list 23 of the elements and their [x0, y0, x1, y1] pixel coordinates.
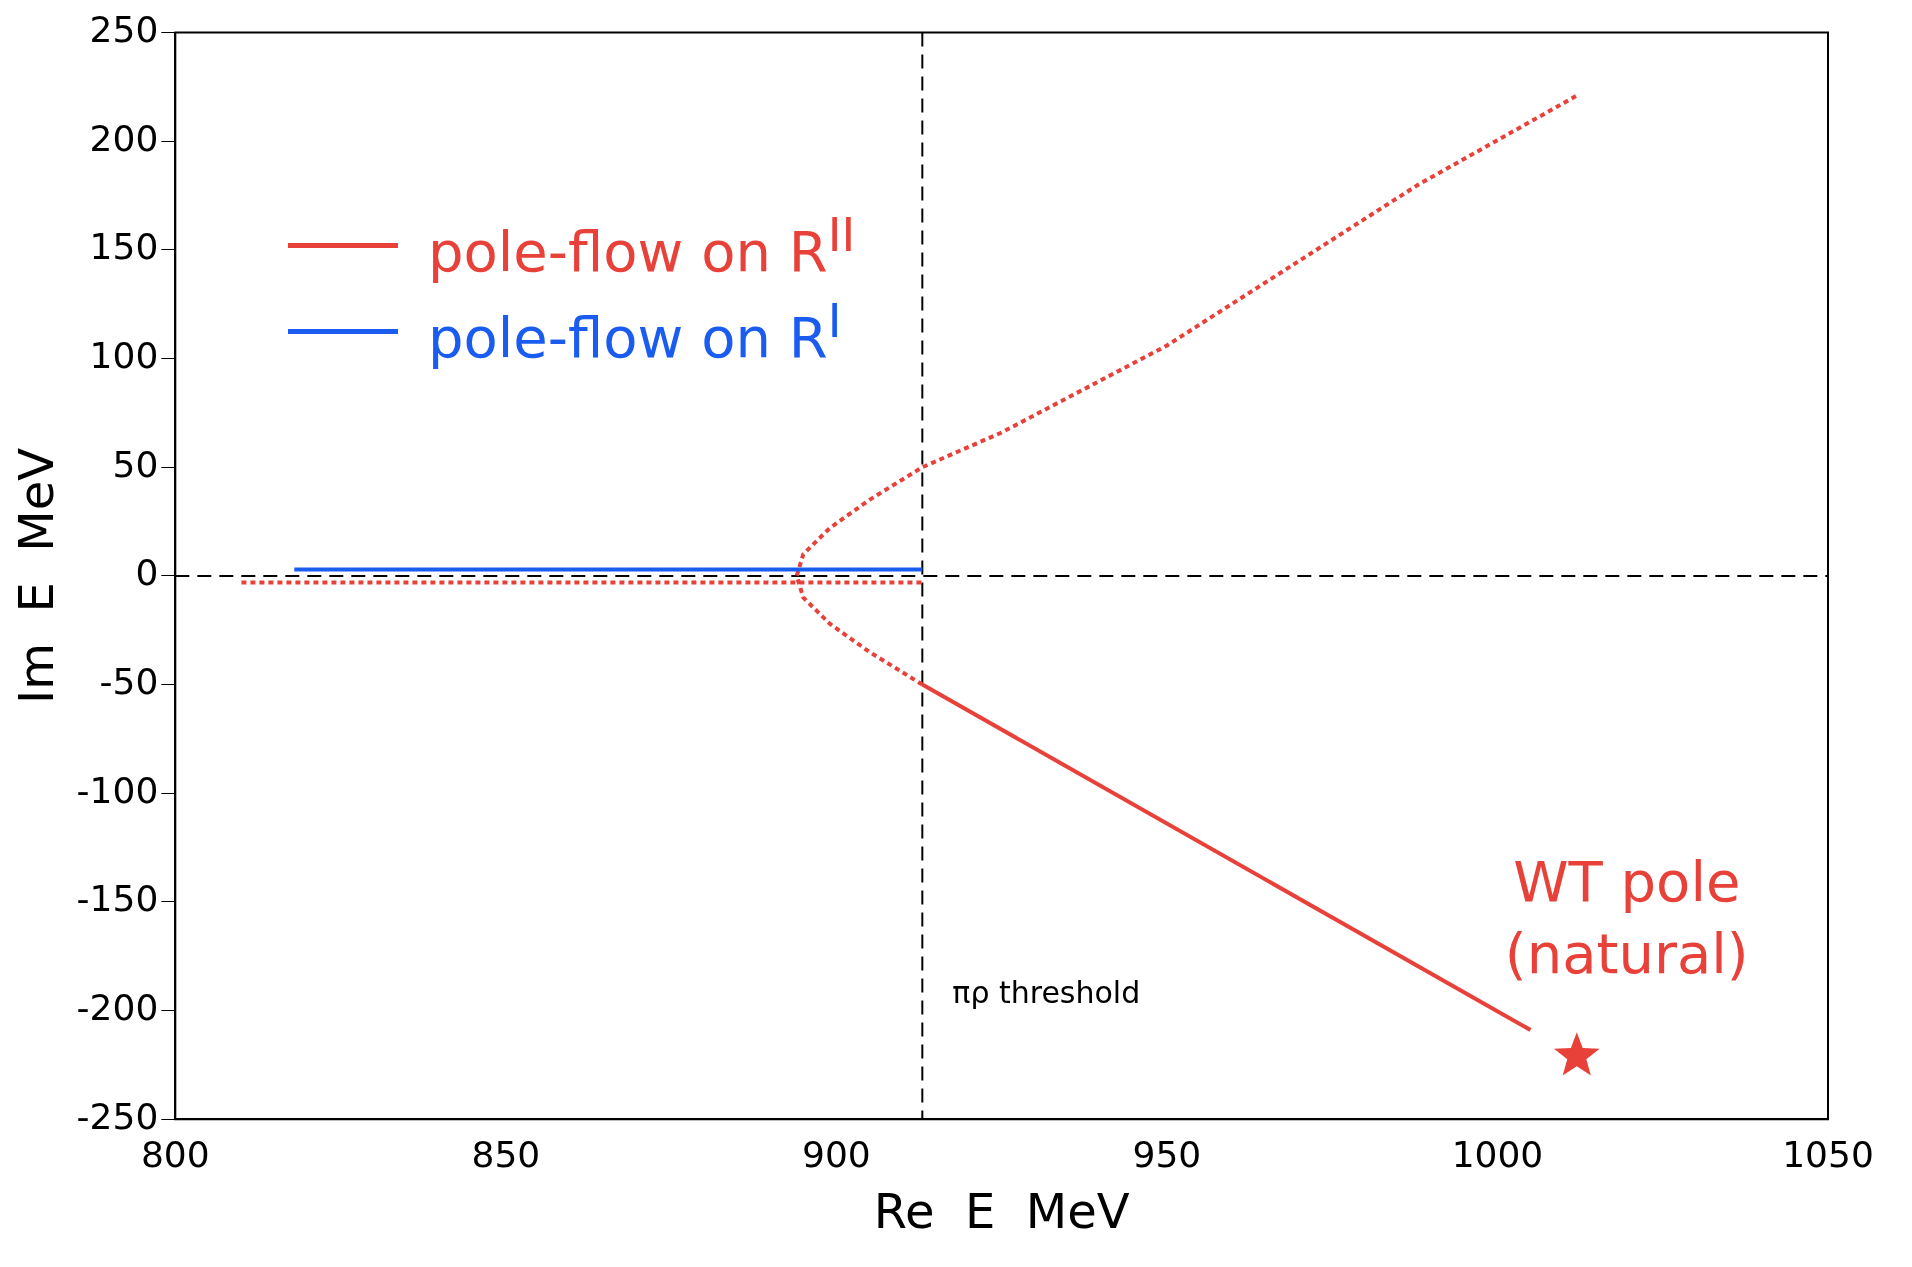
x-tick-label: 850 — [471, 1134, 541, 1176]
x-tick-label: 800 — [140, 1134, 210, 1176]
x-tick-label: 1000 — [1451, 1134, 1544, 1176]
y-tick-label: -150 — [76, 878, 159, 920]
y-tick-label: -250 — [76, 1095, 159, 1137]
legend-label: pole-flow on R$^{I}$ — [428, 293, 842, 370]
x-tick-label: 900 — [802, 1134, 871, 1176]
legend-label: pole-flow on R$^{II}$ — [428, 208, 856, 284]
ref-line-label: πρ threshold — [952, 975, 1141, 1011]
y-tick-label: 50 — [112, 443, 159, 485]
y-tick-label: 150 — [89, 226, 159, 268]
x-axis-title: Re E MeV — [873, 1182, 1130, 1239]
x-tick-label: 1050 — [1782, 1134, 1874, 1176]
y-tick-label: -100 — [76, 769, 159, 811]
y-tick-label: -200 — [76, 986, 159, 1028]
y-axis-title: Im E MeV — [8, 447, 65, 704]
annotation: WT pole (natural) — [1504, 848, 1749, 986]
y-tick-label: 250 — [89, 8, 159, 50]
y-tick-label: 200 — [89, 117, 159, 159]
y-tick-label: -50 — [99, 660, 159, 702]
x-tick-label: 950 — [1132, 1134, 1202, 1176]
y-tick-label: 100 — [89, 334, 159, 376]
y-tick-label: 0 — [135, 552, 159, 594]
